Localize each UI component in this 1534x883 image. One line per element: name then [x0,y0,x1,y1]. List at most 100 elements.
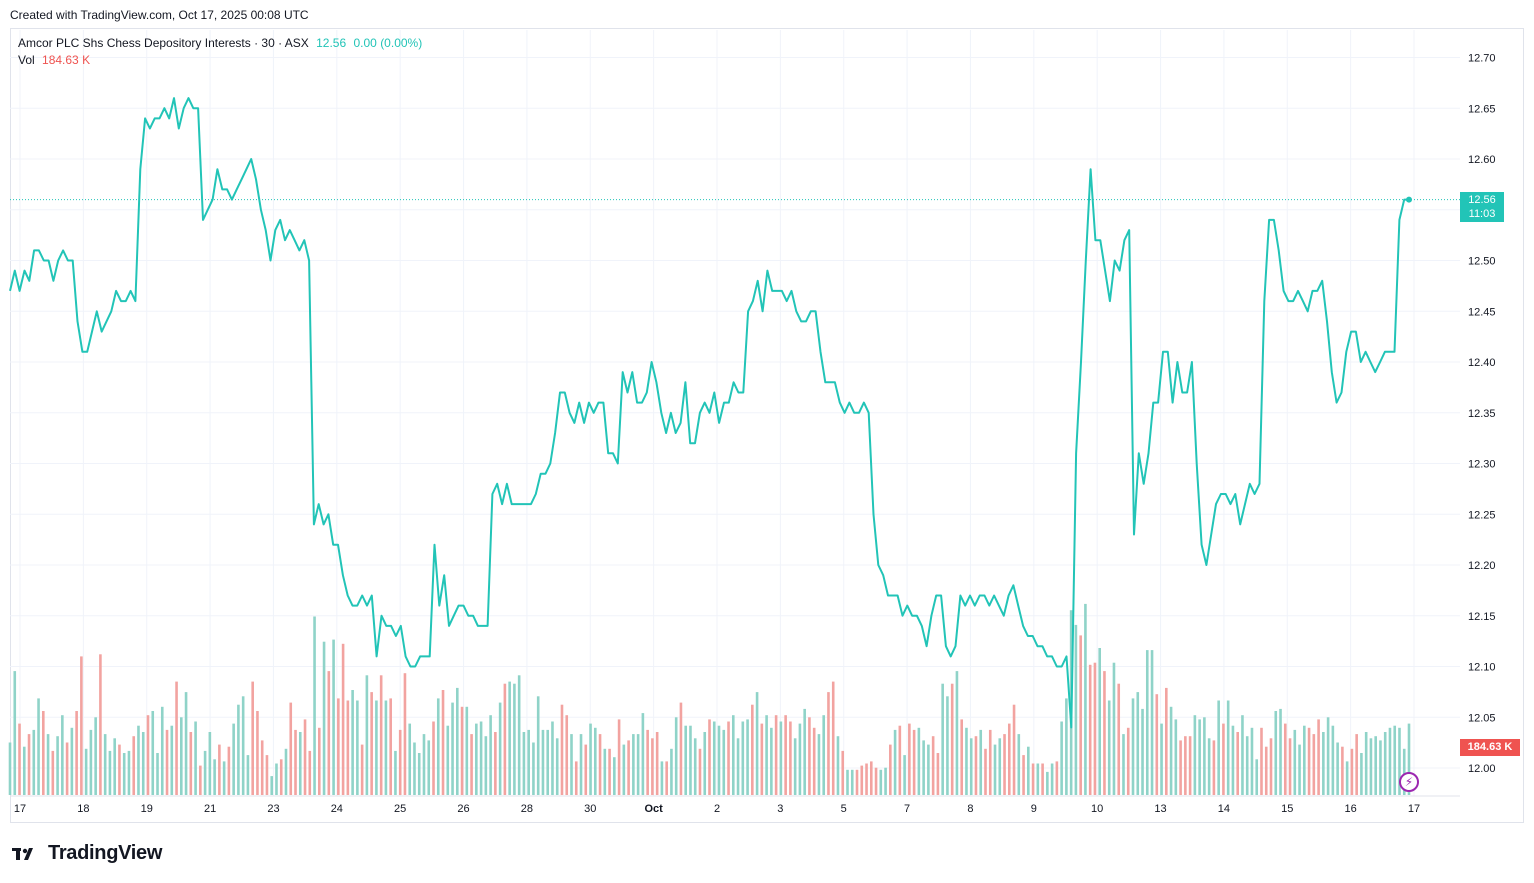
volume-bar [1407,723,1411,795]
volume-bar [912,729,916,795]
volume-bar [941,683,944,795]
volume-bar [460,706,464,795]
volume-bar [1398,727,1401,795]
volume-bar [1141,708,1144,795]
volume-bar [1369,738,1373,795]
volume-bar [827,692,830,795]
volume-bar [1255,759,1259,795]
price-axis: 12.7012.6512.6012.5512.5012.4512.4012.35… [1468,53,1496,776]
volume-bar [51,750,55,795]
volume-bar [175,681,178,795]
volume-bar [1364,732,1368,795]
volume-bar [603,748,607,795]
y-tick-label: 12.20 [1468,560,1496,572]
volume-bar [1303,725,1306,795]
volume-bar [1360,753,1363,795]
volume-bar [351,690,354,795]
volume-bar [37,698,40,795]
volume-bar [1169,706,1173,795]
volume-bar [394,750,397,795]
volume-bar [470,734,473,795]
chart-grid [10,30,1460,796]
volume-bar [798,723,802,795]
volume-bar [1288,738,1292,795]
volume-bar [670,748,673,795]
volume-bar [208,732,212,795]
volume-bar [1198,719,1201,795]
bar-countdown: 11:03 [1468,208,1496,220]
volume-bar [1150,650,1154,795]
volume-bar [1336,742,1339,795]
last-price-tag: 12.56 11:03 [1460,192,1504,222]
volume-bar [1098,648,1101,795]
volume-bar [332,639,335,795]
volume-bar [89,729,93,795]
volume-bar [303,719,307,795]
volume-bar [1245,736,1249,795]
volume-bar [893,729,897,795]
volume-bar [627,740,630,795]
volume-bar [1188,736,1192,795]
volume-bar [270,776,274,795]
x-tick-label: 28 [521,803,533,815]
volume-bar [475,723,478,795]
volume-bar [722,729,726,795]
volume-bar [1293,729,1297,795]
volume-bar [1207,738,1211,795]
chart-legend: Amcor PLC Shs Chess Depository Interests… [18,35,422,69]
volume-bar [398,729,402,795]
volume-bar [151,711,155,795]
volume-bar [1007,723,1011,795]
volume-bar [322,641,326,795]
x-tick-label: 7 [904,803,910,815]
volume-bar [1345,761,1349,795]
x-tick-label: 24 [331,803,343,815]
volume-bar [1326,717,1330,795]
volume-bar [1393,725,1397,795]
volume-bar [46,734,50,795]
volume-bar [551,721,554,795]
volume-bar [974,736,978,795]
volume-bar [370,692,373,795]
volume-bar [560,704,564,795]
volume-bar [389,698,392,795]
volume-bar [698,748,702,795]
volume-bar [170,725,174,795]
volume-bar [1264,746,1268,795]
volume-bar [1046,771,1049,795]
time-axis: 17 18 19 21 23 24 25 26 28 30 Oct 2 3 5 7 8 9 10 13 14 15 16 1… [10,795,1460,815]
volume-bar [1074,624,1078,795]
volume-bar [1241,715,1244,795]
volume-bar [1174,719,1178,795]
volume-bar [651,738,654,795]
lightning-icon[interactable]: ⚡ [1399,772,1419,792]
created-with-text: Created with TradingView.com, Oct 17, 20… [10,8,309,22]
volume-bar [617,719,621,795]
volume-bar [846,769,849,795]
volume-bar [1260,727,1263,795]
volume-bar [608,748,611,795]
x-tick-label: Oct [644,803,663,815]
volume-bar [341,643,345,795]
volume-bar [984,748,987,795]
volume-bar [1017,734,1021,795]
volume-bar [1041,763,1044,795]
volume-bar [265,755,269,795]
volume-bar [232,723,235,795]
volume-bar [1022,755,1025,795]
volume-bar [318,727,321,795]
volume-bar [251,681,254,795]
volume-bar [184,692,188,795]
volume-bar [289,702,293,795]
x-tick-label: 18 [77,803,89,815]
volume-bar [884,767,887,795]
volume-bar [831,681,835,795]
tradingview-logo[interactable]: TradingView [12,842,162,865]
volume-bar [65,742,69,795]
volume-bar [641,713,645,795]
x-tick-label: 16 [1345,803,1357,815]
volume-bar [841,750,845,795]
volume-bar [869,761,873,795]
volume-bar [294,729,297,795]
